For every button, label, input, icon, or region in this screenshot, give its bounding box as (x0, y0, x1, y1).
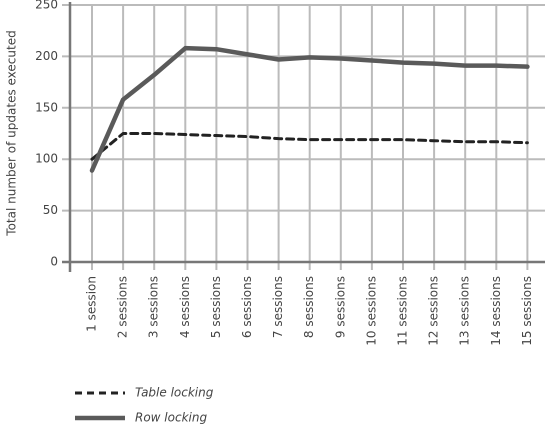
x-tick-label: 2 sessions (116, 276, 130, 338)
x-tick-label: 9 sessions (333, 276, 347, 338)
x-tick-label: 15 sessions (520, 276, 534, 346)
x-tick-label: 12 sessions (427, 276, 441, 346)
x-tick-label: 5 sessions (209, 276, 223, 338)
y-tick-label: 0 (50, 255, 58, 269)
x-tick-label: 4 sessions (178, 276, 192, 338)
x-tick-label: 6 sessions (240, 276, 254, 338)
x-tick-label: 13 sessions (458, 276, 472, 346)
y-tick-label: 50 (43, 203, 58, 217)
x-tick-label: 1 session (85, 276, 99, 332)
y-tick-label: 100 (35, 152, 58, 166)
series-line (89, 45, 530, 173)
y-axis-label: Total number of updates executed (5, 30, 19, 236)
legend-label: Row locking (135, 411, 207, 425)
y-tick-label: 150 (35, 100, 58, 114)
y-tick-label: 250 (35, 0, 58, 12)
x-tick-label: 14 sessions (489, 276, 503, 346)
series-line (90, 132, 529, 161)
x-tick-label: 7 sessions (271, 276, 285, 338)
x-tick-label: 8 sessions (302, 276, 316, 338)
y-tick-label: 200 (35, 49, 58, 63)
x-tick-label: 11 sessions (396, 276, 410, 346)
x-tick-label: 3 sessions (147, 276, 161, 338)
x-tick-label: 10 sessions (364, 276, 378, 346)
legend-label: Table locking (135, 386, 214, 400)
